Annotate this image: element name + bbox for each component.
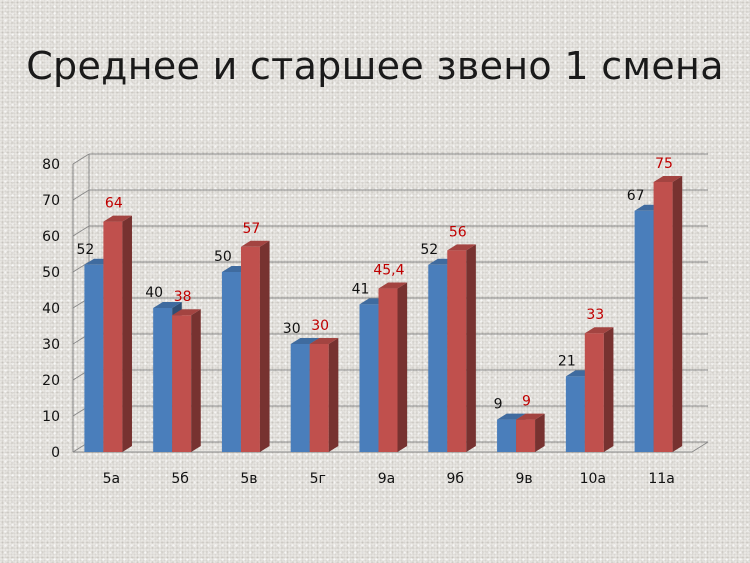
data-label: 56 (449, 224, 467, 240)
bar-side (397, 282, 408, 452)
bar-side (672, 176, 683, 452)
data-label: 30 (283, 321, 301, 337)
data-label: 52 (420, 242, 438, 258)
bar (240, 246, 260, 452)
bar (447, 250, 467, 452)
x-tick-label: 5г (310, 471, 326, 487)
data-label: 50 (214, 249, 232, 265)
data-label: 9 (494, 397, 503, 413)
bar (653, 182, 673, 452)
y-tick-label: 10 (42, 409, 60, 425)
data-label: 21 (558, 353, 576, 369)
bar-top (653, 176, 683, 182)
x-tick-label: 9а (378, 471, 396, 487)
y-tick-label: 30 (42, 337, 60, 353)
data-label: 52 (76, 242, 94, 258)
x-tick-label: 9в (515, 471, 532, 487)
bar-top (309, 338, 339, 344)
data-label: 57 (242, 221, 260, 237)
data-label: 64 (105, 196, 123, 212)
data-label: 75 (655, 156, 673, 172)
bar-side (328, 338, 339, 452)
bar (359, 304, 379, 452)
bar (428, 264, 448, 452)
bar-top (103, 215, 132, 222)
bar-side (191, 309, 201, 452)
bar-side (122, 215, 132, 452)
bar-top (497, 413, 526, 420)
bar (103, 221, 123, 452)
data-label: 33 (586, 307, 604, 323)
x-tick-label: 5б (171, 471, 189, 487)
data-label: 67 (627, 188, 645, 204)
bar (565, 376, 585, 452)
bar-top (584, 327, 614, 334)
bar (221, 272, 241, 452)
bar (84, 264, 104, 452)
bar-top (516, 413, 545, 420)
y-tick-label: 50 (42, 265, 60, 281)
data-label: 45,4 (373, 263, 404, 279)
bar (378, 288, 398, 452)
x-tick-label: 11а (648, 471, 674, 487)
bar (584, 333, 604, 452)
bar-top (240, 240, 270, 247)
data-label: 9 (522, 394, 531, 410)
bar (153, 308, 173, 452)
bar (290, 344, 310, 452)
bar-side (259, 240, 270, 452)
data-label: 41 (352, 281, 370, 297)
bar-top (153, 302, 182, 308)
gridline-side (72, 153, 90, 165)
bar-top (172, 309, 201, 316)
data-label: 40 (145, 285, 163, 301)
floor-side-edge (691, 441, 709, 453)
y-tick-label: 70 (42, 193, 60, 209)
y-tick-label: 80 (42, 157, 60, 173)
y-tick-label: 60 (42, 229, 60, 245)
bar-side (603, 327, 614, 452)
y-tick-label: 40 (42, 301, 60, 317)
bar-side (466, 244, 476, 452)
y-tick-label: 20 (42, 373, 60, 389)
bar (516, 419, 536, 452)
bar (497, 419, 517, 452)
x-tick-label: 5в (240, 471, 257, 487)
bar-top (290, 338, 320, 344)
data-label: 38 (174, 289, 192, 305)
bar-top (378, 282, 408, 289)
chart-title: Среднее и старшее звено 1 смена (26, 44, 724, 88)
data-label: 30 (311, 318, 329, 334)
x-tick-label: 10а (580, 471, 606, 487)
gridline-side (72, 189, 90, 201)
gridline-side (72, 225, 90, 237)
bar-side (535, 413, 545, 452)
bar-top (447, 244, 476, 251)
y-tick-label: 0 (51, 445, 60, 461)
x-tick-label: 9б (447, 471, 465, 487)
x-tick-label: 5а (103, 471, 121, 487)
bar (634, 210, 654, 452)
bar (309, 344, 329, 452)
bar (172, 315, 192, 452)
